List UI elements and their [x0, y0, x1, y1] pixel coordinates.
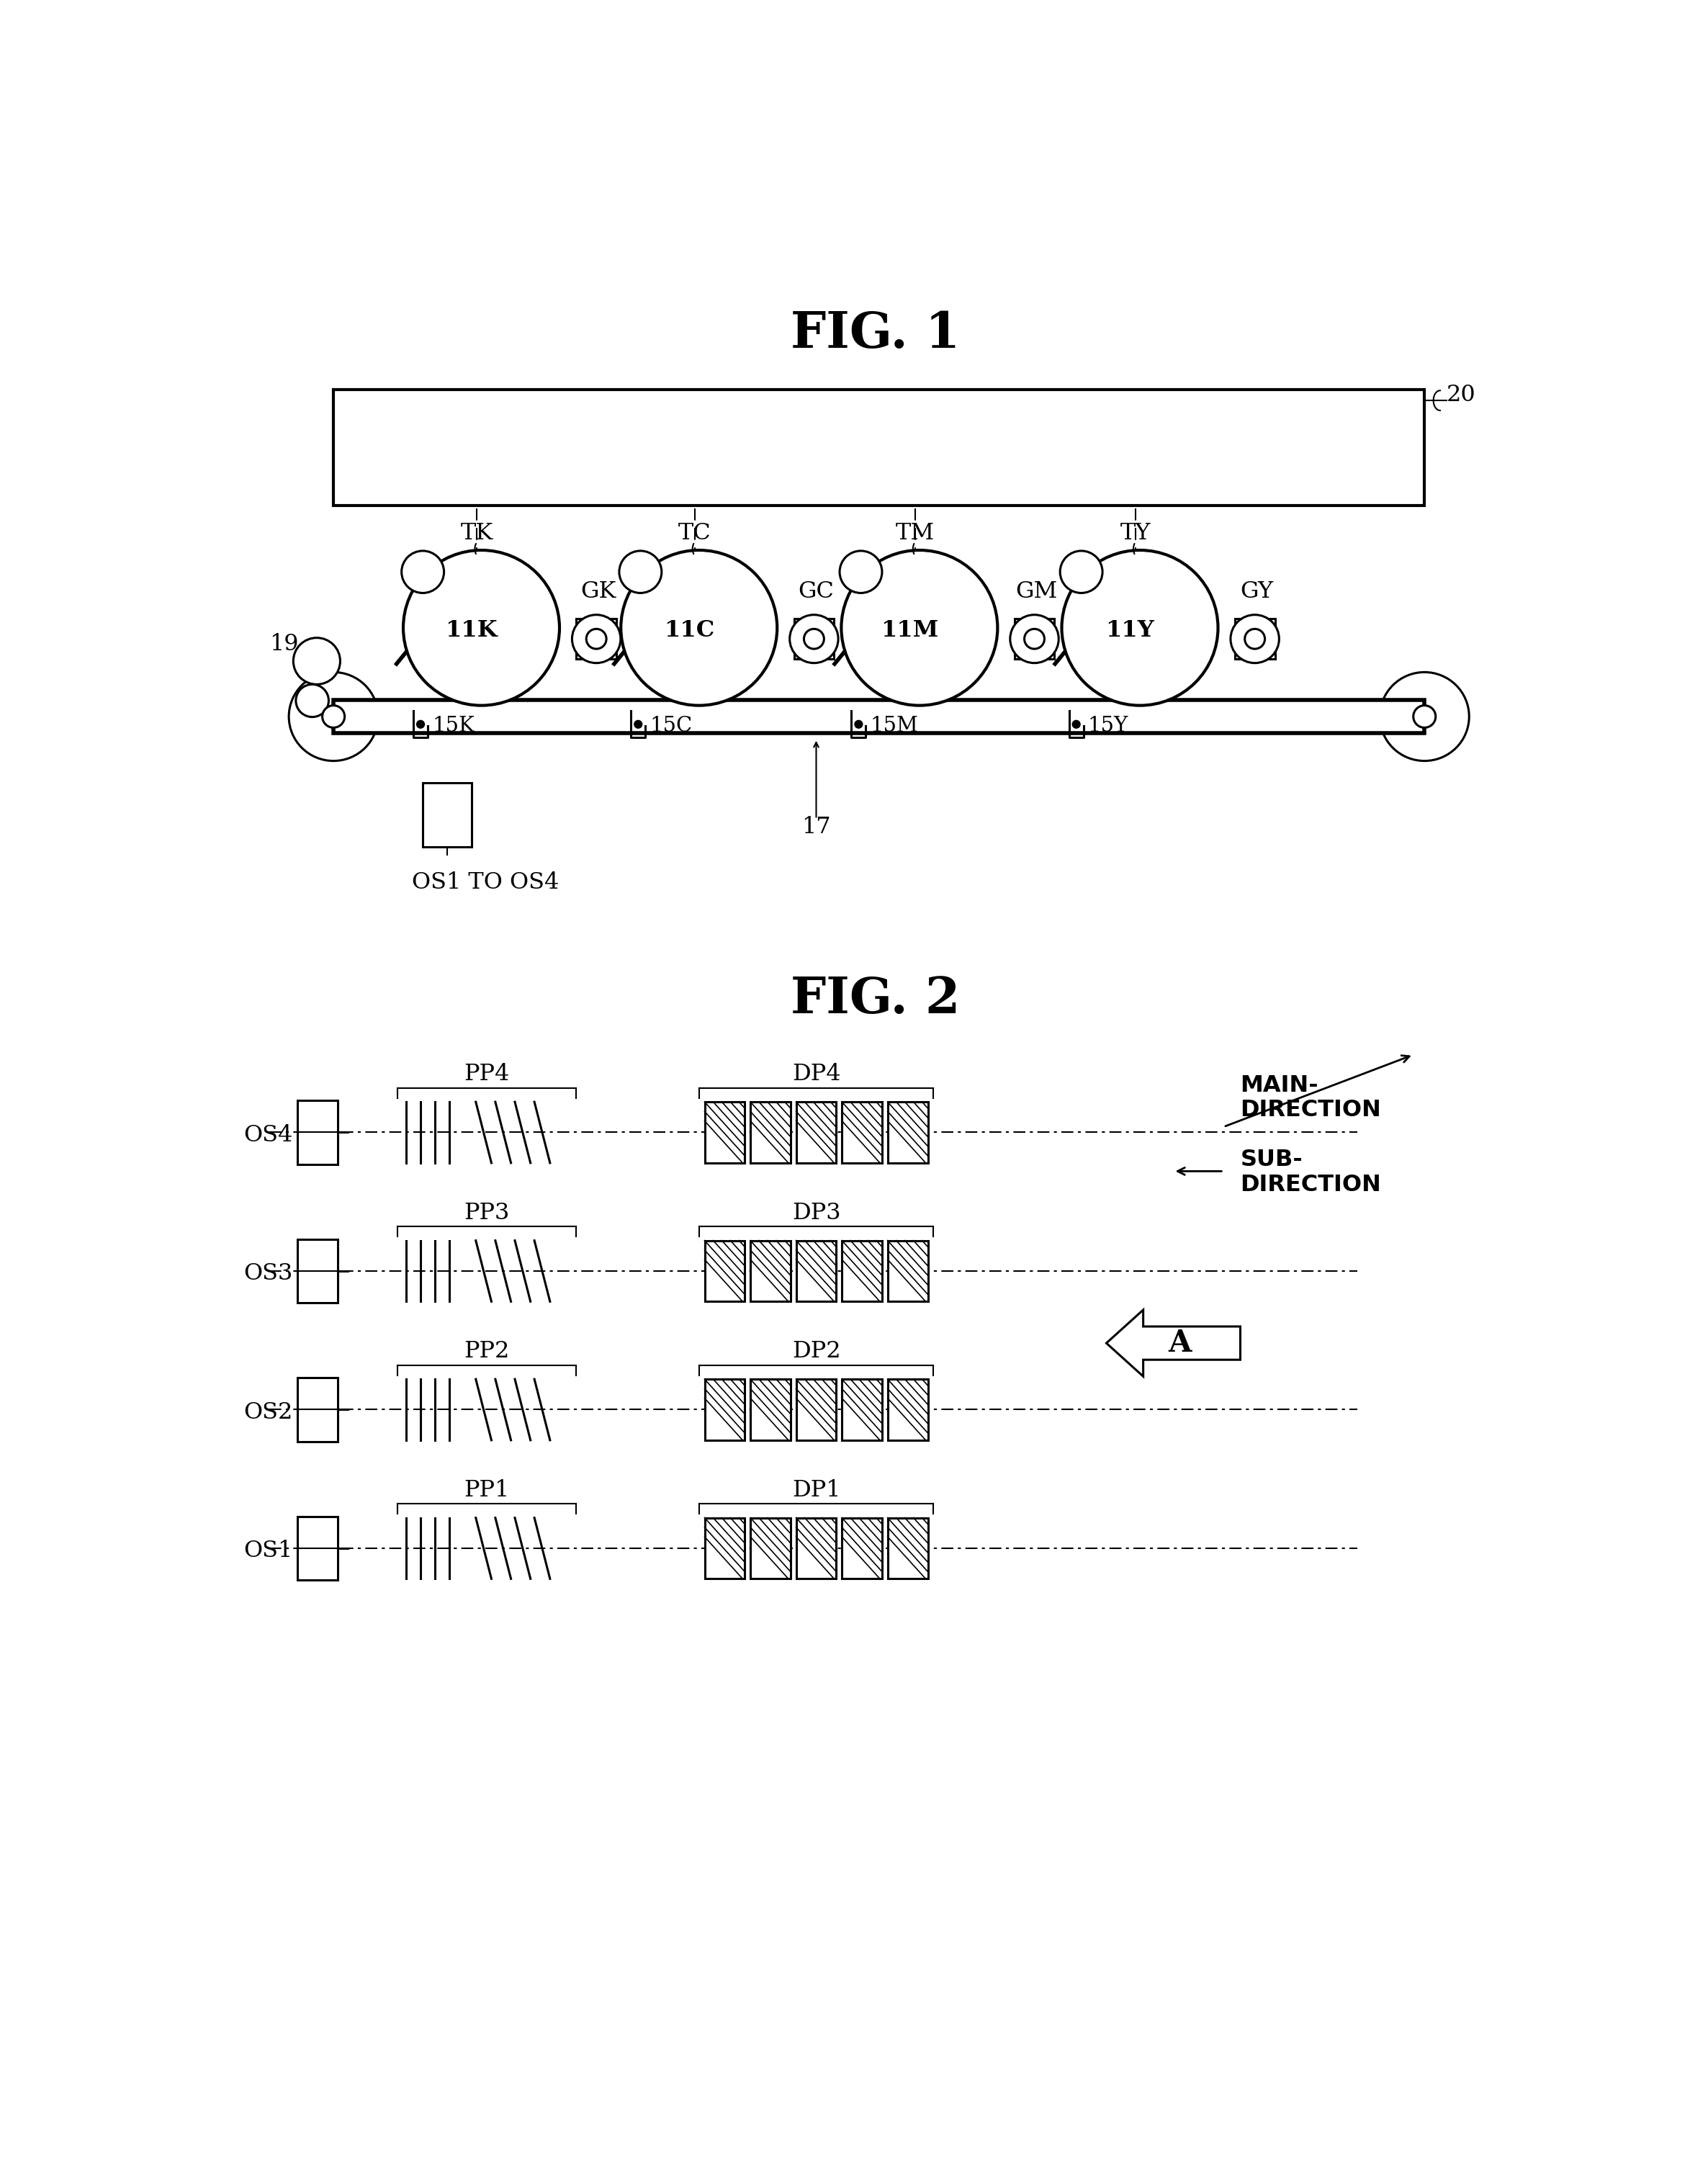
Circle shape: [289, 672, 377, 762]
Text: DIRECTION: DIRECTION: [1240, 1174, 1382, 1196]
Bar: [888, 1519, 927, 1580]
Bar: [750, 1102, 791, 1163]
Bar: [796, 1519, 837, 1580]
Circle shape: [1025, 628, 1044, 648]
Text: A: A: [1168, 1329, 1192, 1357]
Text: GY: GY: [1240, 580, 1274, 602]
Circle shape: [620, 550, 661, 594]
Circle shape: [586, 628, 606, 648]
Bar: [842, 1519, 881, 1580]
Circle shape: [1061, 550, 1102, 594]
Text: 11C: 11C: [664, 620, 714, 642]
Text: SUB-: SUB-: [1240, 1150, 1303, 1172]
Text: GK: GK: [581, 580, 617, 602]
Text: 15K: 15K: [432, 716, 475, 735]
Bar: [796, 1242, 837, 1300]
Bar: [424, 783, 471, 847]
Bar: [796, 1102, 837, 1163]
Text: OS2: OS2: [244, 1401, 292, 1423]
Bar: [297, 1516, 338, 1580]
Text: OS1: OS1: [244, 1540, 292, 1562]
Bar: [297, 1100, 338, 1165]
Bar: [842, 1379, 881, 1440]
Bar: [888, 1379, 927, 1440]
Polygon shape: [1107, 1309, 1240, 1377]
Bar: [705, 1102, 745, 1163]
Bar: [705, 1242, 745, 1300]
Text: 11Y: 11Y: [1105, 620, 1155, 642]
Circle shape: [572, 615, 620, 663]
Circle shape: [1380, 672, 1469, 762]
Circle shape: [294, 637, 340, 685]
Text: DP1: DP1: [793, 1479, 840, 1501]
Text: PP4: PP4: [465, 1063, 509, 1084]
Text: MAIN-: MAIN-: [1240, 1074, 1319, 1095]
Bar: [576, 620, 617, 659]
Bar: [750, 1379, 791, 1440]
Bar: [705, 1379, 745, 1440]
Bar: [705, 1519, 745, 1580]
Bar: [888, 1102, 927, 1163]
Text: OS3: OS3: [244, 1263, 292, 1285]
Text: TM: TM: [895, 521, 934, 546]
Bar: [1235, 620, 1274, 659]
Text: OS1 TO OS4: OS1 TO OS4: [412, 873, 559, 895]
Text: 15Y: 15Y: [1088, 716, 1129, 735]
Text: 15M: 15M: [871, 716, 919, 735]
Text: OS4: OS4: [244, 1124, 292, 1146]
Bar: [842, 1242, 881, 1300]
Text: DP2: DP2: [793, 1340, 840, 1362]
Bar: [750, 1519, 791, 1580]
Circle shape: [1413, 705, 1436, 727]
Text: PP3: PP3: [465, 1202, 509, 1224]
Circle shape: [634, 720, 642, 729]
Text: 17: 17: [801, 816, 830, 838]
Text: 11M: 11M: [881, 620, 938, 642]
Text: DIRECTION: DIRECTION: [1240, 1100, 1382, 1122]
Bar: [333, 700, 1424, 733]
Text: PP2: PP2: [465, 1340, 509, 1362]
Text: TY: TY: [1120, 521, 1151, 546]
Text: DP4: DP4: [793, 1063, 840, 1084]
Circle shape: [854, 720, 863, 729]
Bar: [888, 1242, 927, 1300]
Text: DP3: DP3: [793, 1202, 840, 1224]
Circle shape: [789, 615, 839, 663]
Text: TC: TC: [678, 521, 711, 546]
Circle shape: [1245, 628, 1266, 648]
Bar: [297, 1239, 338, 1303]
Text: PP1: PP1: [465, 1479, 509, 1501]
Circle shape: [842, 550, 997, 705]
Text: GM: GM: [1016, 580, 1057, 602]
Text: TK: TK: [461, 521, 494, 546]
Text: FIG. 1: FIG. 1: [791, 310, 960, 358]
Bar: [333, 388, 1424, 506]
Circle shape: [401, 550, 444, 594]
Circle shape: [1073, 720, 1079, 729]
Circle shape: [403, 550, 560, 705]
Text: 11K: 11K: [446, 620, 497, 642]
Bar: [796, 1379, 837, 1440]
Circle shape: [1062, 550, 1218, 705]
Circle shape: [295, 685, 328, 718]
Text: 19: 19: [270, 633, 299, 655]
Text: 15C: 15C: [651, 716, 692, 735]
Circle shape: [323, 705, 345, 727]
Circle shape: [1009, 615, 1059, 663]
Circle shape: [840, 550, 881, 594]
Text: GC: GC: [798, 580, 834, 602]
Text: FIG. 2: FIG. 2: [791, 975, 960, 1023]
Circle shape: [622, 550, 777, 705]
Bar: [842, 1102, 881, 1163]
Bar: [1015, 620, 1054, 659]
Bar: [750, 1242, 791, 1300]
Bar: [794, 620, 834, 659]
Text: 20: 20: [1447, 384, 1476, 406]
Circle shape: [417, 720, 425, 729]
Circle shape: [1230, 615, 1279, 663]
Bar: [297, 1377, 338, 1442]
Circle shape: [804, 628, 823, 648]
